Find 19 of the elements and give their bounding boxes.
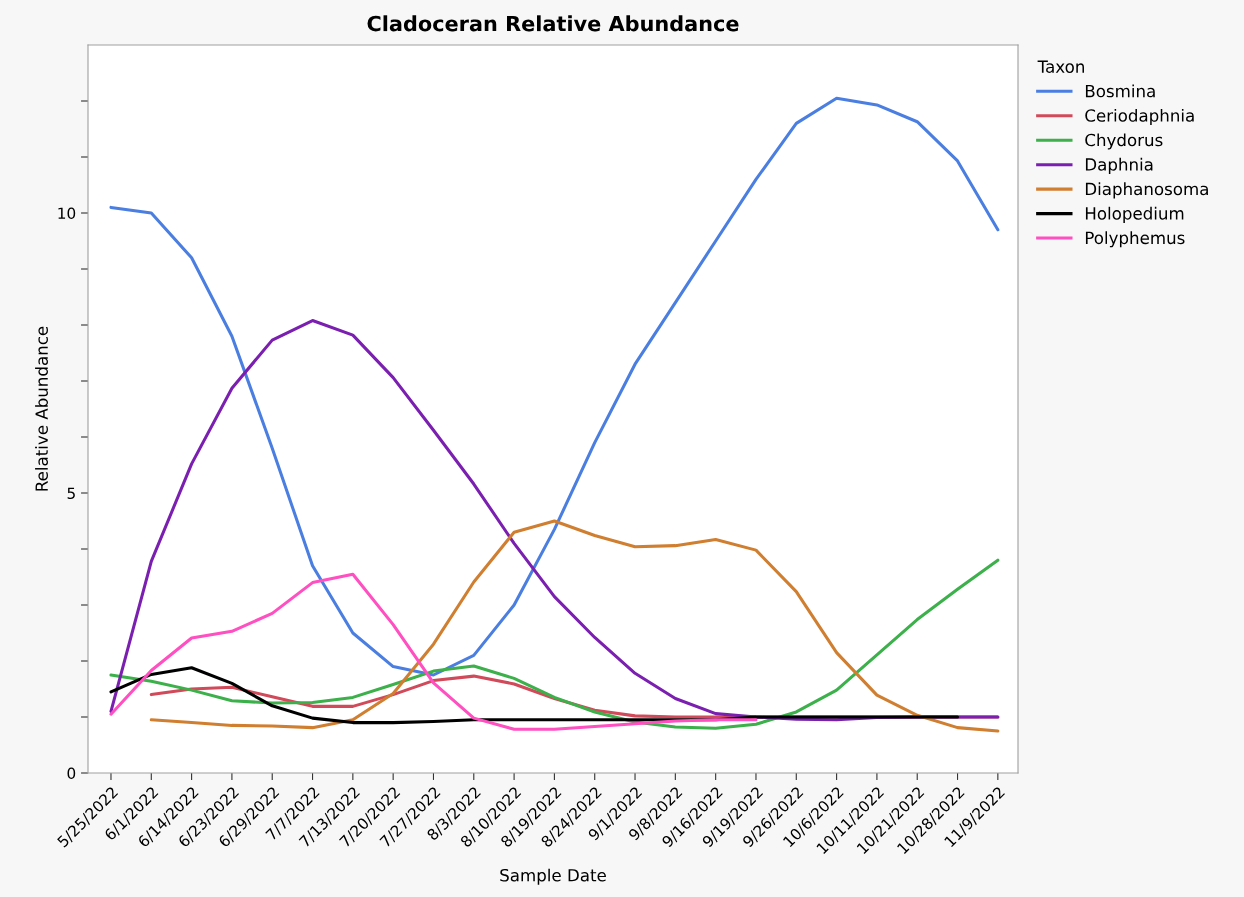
- y-axis-title: Relative Abundance: [35, 326, 48, 491]
- y-tick-label: 5: [67, 487, 75, 500]
- line-series: [109, 572, 758, 731]
- legend-title: Taxon: [1037, 60, 1084, 73]
- legend-label: Daphnia: [1085, 157, 1153, 174]
- line-series: [149, 519, 1000, 733]
- chart-title: Cladoceran Relative Abundance: [367, 15, 739, 32]
- legend-label: Chydorus: [1085, 133, 1163, 150]
- line-series: [109, 558, 1000, 730]
- x-axis-title: Sample Date: [500, 868, 606, 885]
- legend-label: Diaphanosoma: [1085, 182, 1208, 199]
- legend-label: Holopedium: [1085, 206, 1184, 223]
- y-tick-label: 10: [58, 207, 76, 220]
- line-series: [109, 96, 1000, 677]
- legend-label: Ceriodaphnia: [1085, 108, 1194, 126]
- line-series: [109, 666, 960, 725]
- legend-label: Bosmina: [1085, 84, 1155, 98]
- y-tick-label: 0: [67, 767, 76, 780]
- legend-label: Polyphemus: [1085, 231, 1185, 248]
